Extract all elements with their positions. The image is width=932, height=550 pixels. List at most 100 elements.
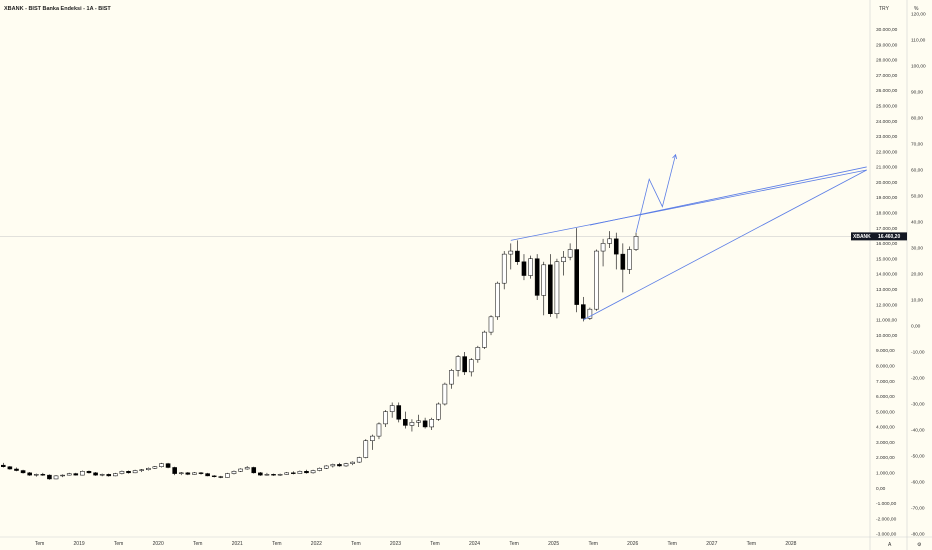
candle-up: [323, 465, 329, 469]
projection-group[interactable]: [635, 153, 678, 233]
candle-up: [238, 468, 243, 472]
candle-up: [356, 457, 362, 463]
candle-up: [192, 472, 197, 475]
left-tick-label: 7.000,00: [876, 379, 895, 385]
left-tick-label: 12.000,00: [876, 302, 898, 308]
time-tick-label: Tem: [430, 541, 439, 547]
price-tag-box: [851, 232, 907, 241]
left-price-axis[interactable]: -3.000,00 -2.000,00 -1.000,00 0,00 1.000,00 2…: [876, 27, 898, 538]
currency-label: TRY: [879, 6, 890, 12]
time-tick-label: 2023: [390, 541, 401, 547]
left-tick-label: -3.000,00: [876, 532, 897, 538]
right-tick-label: 40,00: [911, 220, 923, 226]
left-tick-label: 24.000,00: [876, 119, 898, 125]
candle-down: [613, 238, 619, 255]
candle-up: [449, 370, 454, 385]
left-tick-label: 3.000,00: [876, 440, 895, 446]
candle-down: [1, 464, 6, 467]
left-tick-label: -1.000,00: [876, 501, 897, 507]
right-tick-label: 20,00: [911, 272, 923, 278]
candle-up: [284, 472, 289, 475]
left-tick-label: 19.000,00: [876, 195, 898, 201]
candle-down: [185, 472, 191, 475]
candle-up: [310, 470, 316, 474]
candle-up: [554, 261, 560, 315]
candle-up: [60, 474, 65, 477]
candle-up: [488, 316, 494, 333]
candle-down: [47, 474, 52, 480]
candle-down: [218, 476, 224, 478]
candle-down: [422, 420, 428, 428]
candle-down: [462, 356, 467, 373]
candle-down: [291, 472, 296, 474]
candle-down: [403, 419, 408, 426]
candle-up: [376, 423, 382, 437]
trendlines-group[interactable]: [510, 166, 867, 321]
candle-up: [152, 466, 158, 469]
candle-up: [225, 473, 230, 478]
left-tick-label: 5.000,00: [876, 409, 895, 415]
candle-down: [620, 253, 626, 270]
price-tag: XBANK 16.460,20: [851, 232, 907, 241]
candle-up: [633, 236, 639, 250]
candle-up: [66, 473, 72, 476]
left-tick-label: 1.000,00: [876, 471, 895, 477]
candle-up: [244, 467, 250, 470]
trendline: [510, 169, 867, 241]
candle-down: [14, 468, 19, 471]
candle-up: [508, 250, 514, 255]
candle-down: [258, 472, 263, 476]
time-tick-label: 2022: [311, 541, 322, 547]
trendline: [583, 169, 867, 321]
candle-up: [587, 308, 593, 319]
candles-group: [1, 228, 639, 480]
candle-down: [574, 249, 579, 305]
right-percent-axis[interactable]: -80,00 -70,00 -60,00 -50,00 -40,00 -30,00 -20,…: [911, 12, 926, 538]
settings-icon[interactable]: ⚙: [917, 542, 922, 548]
candle-down: [396, 405, 402, 420]
time-axis[interactable]: Tem 2019 Tem 2020 Tem 2021 Tem 2022 Tem 2023 Tem 20…: [35, 541, 797, 547]
candle-up: [139, 469, 144, 471]
candle-up: [80, 471, 85, 476]
time-tick-label: 2019: [74, 541, 85, 547]
right-tick-label: 110,00: [911, 38, 926, 44]
left-tick-label: 8.000,00: [876, 363, 895, 369]
candle-up: [600, 243, 606, 252]
right-tick-label: -40,00: [911, 428, 925, 434]
left-tick-label: -2.000,00: [876, 516, 897, 522]
left-tick-label: 20.000,00: [876, 180, 898, 186]
right-tick-label: 90,00: [911, 90, 923, 96]
candle-up: [146, 467, 151, 471]
candle-up: [561, 256, 566, 263]
auto-scale-button[interactable]: A: [888, 542, 892, 548]
left-tick-label: 18.000,00: [876, 211, 898, 217]
candle-down: [211, 475, 217, 477]
time-tick-label: 2021: [232, 541, 243, 547]
candle-down: [271, 474, 276, 476]
candle-up: [495, 282, 500, 318]
candle-up: [455, 356, 461, 371]
candle-down: [581, 304, 586, 319]
left-tick-label: 27.000,00: [876, 73, 898, 79]
candle-up: [429, 419, 434, 428]
candle-up: [113, 473, 118, 477]
candle-up: [475, 347, 481, 360]
left-tick-label: 11.000,00: [876, 318, 897, 324]
left-tick-label: 2.000,00: [876, 455, 895, 461]
time-tick-label: 2027: [706, 541, 717, 547]
candle-up: [132, 470, 138, 474]
left-tick-label: 0,00: [876, 486, 886, 492]
candle-down: [304, 471, 309, 474]
right-tick-label: 30,00: [911, 246, 923, 252]
candle-down: [515, 250, 520, 263]
candle-up: [159, 463, 164, 467]
candle-down: [198, 472, 204, 474]
left-tick-label: 16.000,00: [876, 241, 898, 247]
right-tick-label: -50,00: [911, 454, 925, 460]
right-tick-label: -30,00: [911, 402, 925, 408]
left-tick-label: 13.000,00: [876, 287, 898, 293]
left-tick-label: 10.000,00: [876, 333, 898, 339]
left-tick-label: 26.000,00: [876, 88, 898, 94]
